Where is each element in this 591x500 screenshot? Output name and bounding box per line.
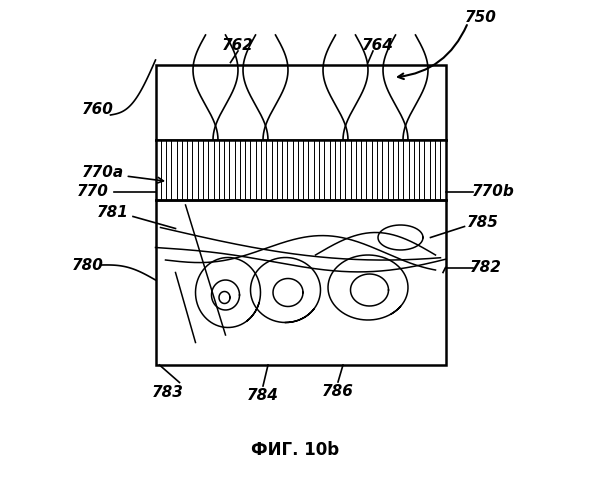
Text: 750: 750 [465, 10, 496, 25]
Text: 770b: 770b [472, 184, 514, 199]
Text: 760: 760 [82, 102, 114, 118]
Text: 780: 780 [72, 258, 104, 272]
Bar [155, 200, 446, 365]
Text: 785: 785 [467, 215, 499, 230]
Text: 770: 770 [77, 184, 109, 199]
Text: 762: 762 [222, 38, 254, 52]
Text: 783: 783 [152, 385, 184, 400]
Text: 784: 784 [247, 388, 279, 402]
Text: ФИГ. 10b: ФИГ. 10b [251, 441, 340, 459]
Text: 764: 764 [362, 38, 394, 52]
Bar [155, 140, 446, 200]
Text: 786: 786 [322, 384, 354, 398]
Bar [155, 65, 446, 140]
Text: 770a: 770a [82, 165, 124, 180]
Text: 781: 781 [97, 205, 129, 220]
Text: 782: 782 [470, 260, 501, 275]
